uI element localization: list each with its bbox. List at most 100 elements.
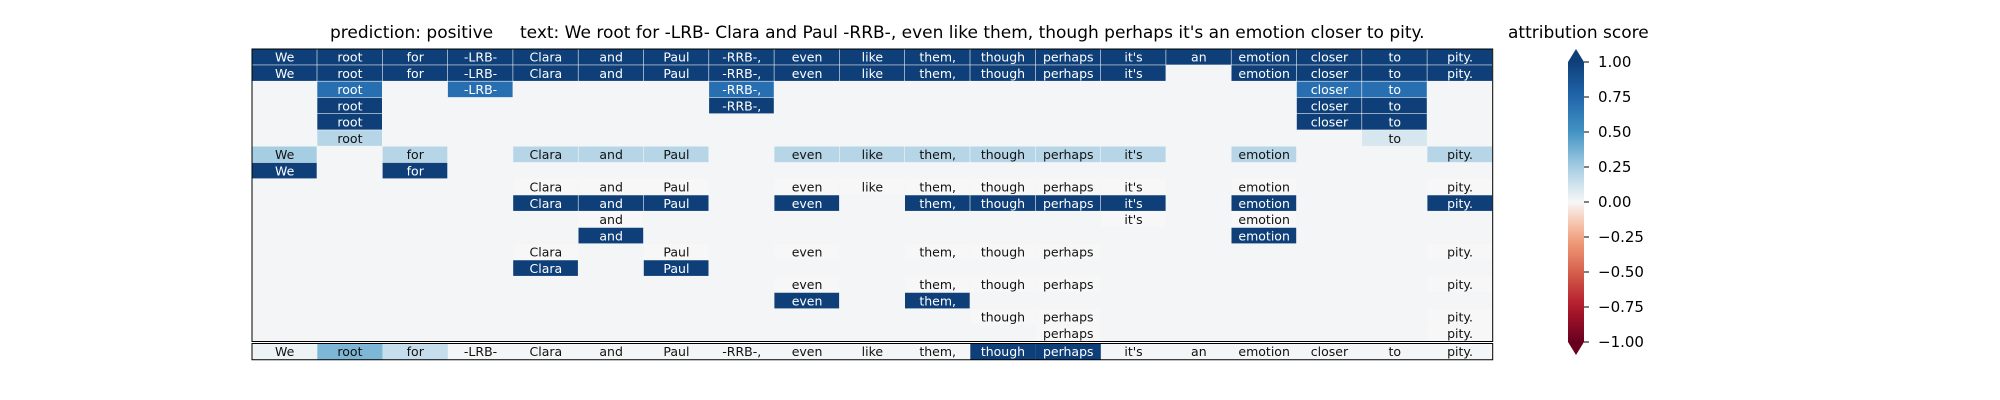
attribution-token-label: though (981, 344, 1025, 359)
cell-token-label: them, (919, 245, 956, 260)
heatmap-cell (578, 227, 644, 244)
colorbar-tick-label: 0.25 (1598, 158, 1632, 176)
cell-token-label: it's (1124, 147, 1142, 162)
heatmap-cell (578, 49, 644, 65)
cell-token-label: closer (1311, 50, 1349, 65)
heatmap-cell (1296, 97, 1362, 114)
prediction-title: prediction: positive (330, 23, 494, 43)
cell-token-label: it's (1124, 50, 1142, 65)
heatmap-cell (1296, 114, 1362, 130)
attribution-cell (774, 343, 840, 360)
heatmap-cell (317, 49, 382, 65)
heatmap-cell (1362, 130, 1427, 146)
attribution-cell (1296, 343, 1363, 360)
cell-token-label: it's (1124, 212, 1142, 227)
cell-token-label: to (1388, 66, 1401, 81)
attribution-token-label: like (862, 344, 884, 359)
heatmap-cell (1427, 309, 1493, 325)
cell-token-label: Clara (530, 66, 563, 81)
heatmap-cell (1362, 81, 1427, 98)
heatmap-cell (1427, 276, 1493, 293)
attribution-token-label: for (407, 344, 425, 359)
attribution-cell (1231, 343, 1297, 360)
heatmap-cell (643, 244, 709, 260)
cell-token-label: them, (919, 277, 956, 292)
cell-token-label: perhaps (1043, 277, 1094, 292)
heatmap-cell (513, 179, 578, 195)
cell-token-label: perhaps (1043, 196, 1094, 211)
heatmap-cell (643, 179, 709, 195)
cell-token-label: like (862, 147, 884, 162)
cell-token-label: though (981, 310, 1025, 325)
heatmap-cell (1296, 49, 1362, 65)
heatmap-cell (317, 97, 382, 114)
heatmap-cell (1362, 114, 1427, 130)
cell-token-label: We (275, 50, 295, 65)
heatmap-cell (1427, 49, 1493, 65)
cell-token-label: emotion (1238, 196, 1289, 211)
heatmap-cell (905, 292, 970, 309)
attribution-cell (643, 343, 710, 360)
heatmap-cell (970, 244, 1035, 260)
cell-token-label: pity. (1447, 196, 1473, 211)
cell-token-label: even (792, 277, 823, 292)
heatmap-cell (1231, 227, 1297, 244)
heatmap-cell (905, 65, 970, 81)
attribution-token-label: perhaps (1043, 344, 1094, 359)
heatmap-cell (1100, 195, 1166, 211)
heatmap-cell (774, 276, 840, 293)
cell-token-label: them, (919, 293, 956, 308)
attribution-token-label: it's (1124, 344, 1142, 359)
heatmap-cell (1035, 65, 1101, 81)
heatmap-cell (513, 146, 578, 163)
heatmap-cell (1035, 244, 1101, 260)
colorbar-tick-label: −0.75 (1598, 298, 1644, 316)
heatmap-cell (970, 276, 1035, 293)
colorbar-tick-label: 1.00 (1598, 53, 1632, 71)
heatmap-cell (774, 195, 840, 211)
cell-token-label: Clara (530, 261, 563, 276)
attribution-cell (905, 343, 971, 360)
attribution-token-label: We (275, 344, 295, 359)
heatmap-cell (643, 260, 709, 276)
cell-token-label: and (599, 212, 623, 227)
cell-token-label: perhaps (1043, 245, 1094, 260)
heatmap-cell (1100, 49, 1166, 65)
cell-token-label: pity. (1447, 245, 1473, 260)
cell-token-label: for (407, 50, 425, 65)
heatmap-cell (317, 114, 382, 130)
heatmap-cell (1427, 325, 1493, 341)
heatmap-cell (1231, 49, 1297, 65)
cell-token-label: pity. (1447, 180, 1473, 195)
cell-token-label: to (1388, 115, 1401, 130)
heatmap-cell (578, 211, 644, 228)
heatmap-cell (1427, 146, 1493, 163)
heatmap-cell (513, 65, 578, 81)
heatmap-cell (643, 65, 709, 81)
attribution-token-label: pity. (1447, 344, 1473, 359)
heatmap-cell (970, 49, 1035, 65)
heatmap-cell (513, 195, 578, 211)
heatmap-frame (251, 48, 1494, 342)
cell-token-label: emotion (1238, 228, 1289, 243)
heatmap-cell (970, 195, 1035, 211)
cell-token-label: even (792, 147, 823, 162)
cell-token-label: perhaps (1043, 50, 1094, 65)
cell-token-label: -RRB-, (722, 66, 761, 81)
heatmap-cell (1100, 146, 1166, 163)
cell-token-label: root (337, 115, 362, 130)
heatmap-cell (970, 146, 1035, 163)
heatmap-cell (382, 146, 448, 163)
cell-token-label: Paul (663, 66, 689, 81)
heatmap-cell (578, 179, 644, 195)
attribution-token-label: emotion (1238, 344, 1289, 359)
heatmap-cell (643, 49, 709, 65)
heatmap-cell (252, 49, 317, 65)
cell-token-label: and (599, 147, 623, 162)
cell-token-label: even (792, 245, 823, 260)
cell-token-label: Clara (530, 147, 563, 162)
attribution-token-label: -RRB-, (722, 344, 761, 359)
heatmap-cell (839, 179, 905, 195)
cell-token-label: and (599, 66, 623, 81)
heatmap-cell (905, 244, 970, 260)
